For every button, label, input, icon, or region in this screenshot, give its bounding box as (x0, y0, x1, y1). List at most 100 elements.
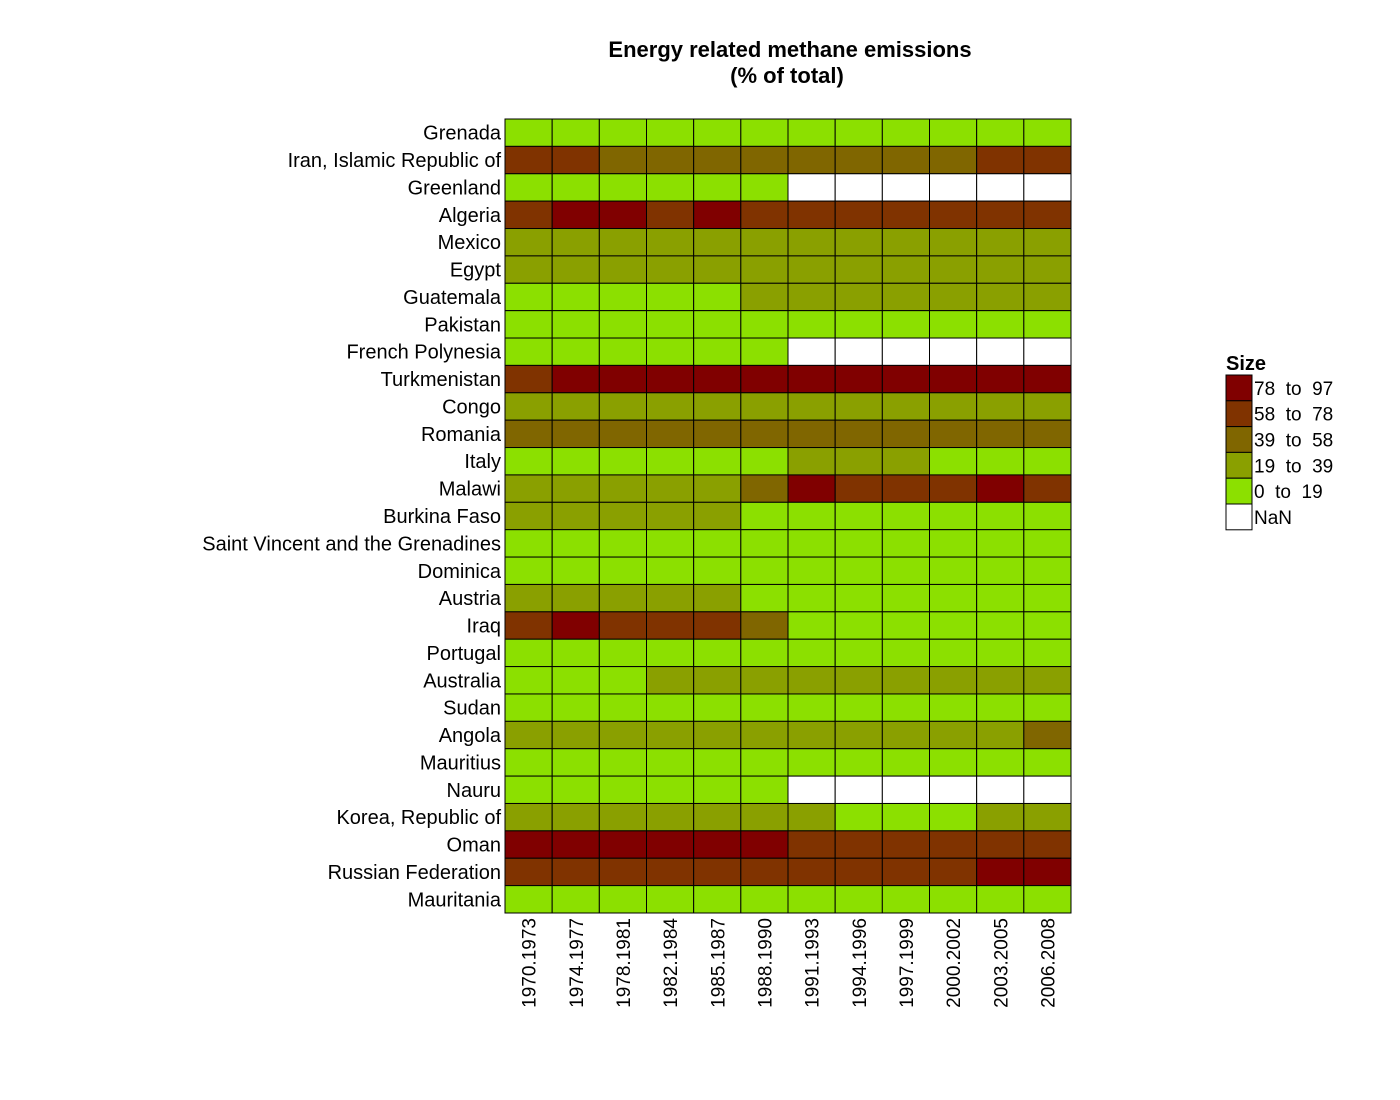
legend-title: Size (1226, 353, 1266, 375)
heatmap-cell (551, 666, 600, 695)
heatmap-cell (834, 173, 883, 202)
heatmap-cell (646, 419, 695, 449)
heatmap-cell (551, 802, 600, 832)
heatmap-cell (834, 447, 883, 476)
heatmap-cell (646, 392, 695, 421)
heatmap-cell (551, 392, 600, 421)
heatmap-cell (834, 638, 883, 668)
heatmap-cell (834, 310, 883, 339)
heatmap-cell (834, 255, 883, 284)
heatmap-cell (1023, 447, 1072, 476)
heatmap-cell (787, 173, 836, 202)
heatmap-cell (976, 337, 1025, 366)
heatmap-cell (929, 118, 978, 147)
row-label: Austria (439, 588, 502, 610)
heatmap-cell (740, 228, 789, 257)
heatmap-cell (881, 775, 931, 804)
heatmap-cell (551, 748, 600, 777)
heatmap-cell (881, 611, 931, 640)
legend-label: 78 to 97 (1254, 379, 1333, 400)
heatmap-cell (976, 638, 1025, 668)
heatmap-cell (787, 583, 836, 613)
heatmap-cell (881, 145, 931, 175)
heatmap-cell (693, 419, 742, 449)
heatmap-cell (646, 337, 695, 366)
column-label: 2003.2005 (991, 918, 1012, 1008)
heatmap-cell (787, 556, 836, 585)
heatmap-cell (1023, 228, 1072, 257)
legend-swatch (1225, 451, 1253, 479)
row-label: Oman (447, 835, 501, 857)
heatmap-cell (929, 885, 978, 914)
heatmap-cell (693, 310, 742, 339)
column-label: 1974.1977 (567, 918, 588, 1008)
heatmap-cell (740, 364, 789, 394)
heatmap-cell (929, 419, 978, 449)
heatmap-cell (976, 583, 1025, 613)
heatmap-cell (1023, 364, 1072, 394)
heatmap-cell (598, 693, 648, 722)
heatmap-cell (598, 611, 648, 640)
heatmap-cell (881, 529, 931, 558)
heatmap-cell (1023, 392, 1072, 421)
heatmap-cell (834, 611, 883, 640)
heatmap-cell (976, 802, 1025, 832)
heatmap-cell (646, 748, 695, 777)
heatmap-cell (881, 310, 931, 339)
heatmap-cell (1023, 748, 1072, 777)
heatmap-cell (787, 501, 836, 531)
heatmap-cell (598, 310, 648, 339)
heatmap-cell (646, 666, 695, 695)
heatmap-cell (740, 200, 789, 230)
heatmap-cell (1023, 583, 1072, 613)
heatmap-cell (504, 638, 553, 668)
heatmap-cell (740, 419, 789, 449)
heatmap-cell (881, 638, 931, 668)
heatmap-cell (787, 529, 836, 558)
heatmap-cell (1023, 255, 1072, 284)
legend-label: 0 to 19 (1254, 482, 1323, 503)
row-label: Australia (423, 670, 502, 692)
heatmap-cell (693, 145, 742, 175)
heatmap-cell (976, 501, 1025, 531)
heatmap-cell (1023, 145, 1072, 175)
heatmap-cell (881, 501, 931, 531)
heatmap-cell (504, 830, 553, 859)
heatmap-cell (834, 501, 883, 531)
heatmap-cell (1023, 666, 1072, 695)
heatmap-cell (693, 556, 742, 585)
heatmap-cell (976, 611, 1025, 640)
heatmap-cell (787, 666, 836, 695)
heatmap-cell (740, 583, 789, 613)
heatmap-cell (504, 118, 553, 147)
heatmap-cell (787, 611, 836, 640)
heatmap-cell (646, 611, 695, 640)
heatmap-cell (787, 337, 836, 366)
heatmap-cell (646, 474, 695, 503)
row-label: Mauritania (408, 889, 502, 911)
heatmap-cell (504, 200, 553, 230)
heatmap-cell (598, 802, 648, 832)
heatmap-cell (834, 583, 883, 613)
heatmap-cell (740, 693, 789, 722)
row-label: Turkmenistan (381, 369, 501, 391)
heatmap-cell (881, 583, 931, 613)
heatmap-cell (740, 310, 789, 339)
heatmap-cell (646, 145, 695, 175)
heatmap-cell (929, 282, 978, 312)
heatmap-cell (976, 529, 1025, 558)
heatmap-cell (504, 419, 553, 449)
heatmap-cell (929, 364, 978, 394)
heatmap-cell (976, 419, 1025, 449)
heatmap-cell (598, 228, 648, 257)
row-label: Pakistan (424, 314, 501, 336)
heatmap-cell (598, 200, 648, 230)
heatmap-cell (551, 638, 600, 668)
heatmap-cell (787, 392, 836, 421)
heatmap-cell (881, 200, 931, 230)
heatmap-cell (1023, 419, 1072, 449)
legend-label: 58 to 78 (1254, 405, 1333, 426)
heatmap-cell (834, 693, 883, 722)
row-label: Iran, Islamic Republic of (288, 150, 502, 172)
